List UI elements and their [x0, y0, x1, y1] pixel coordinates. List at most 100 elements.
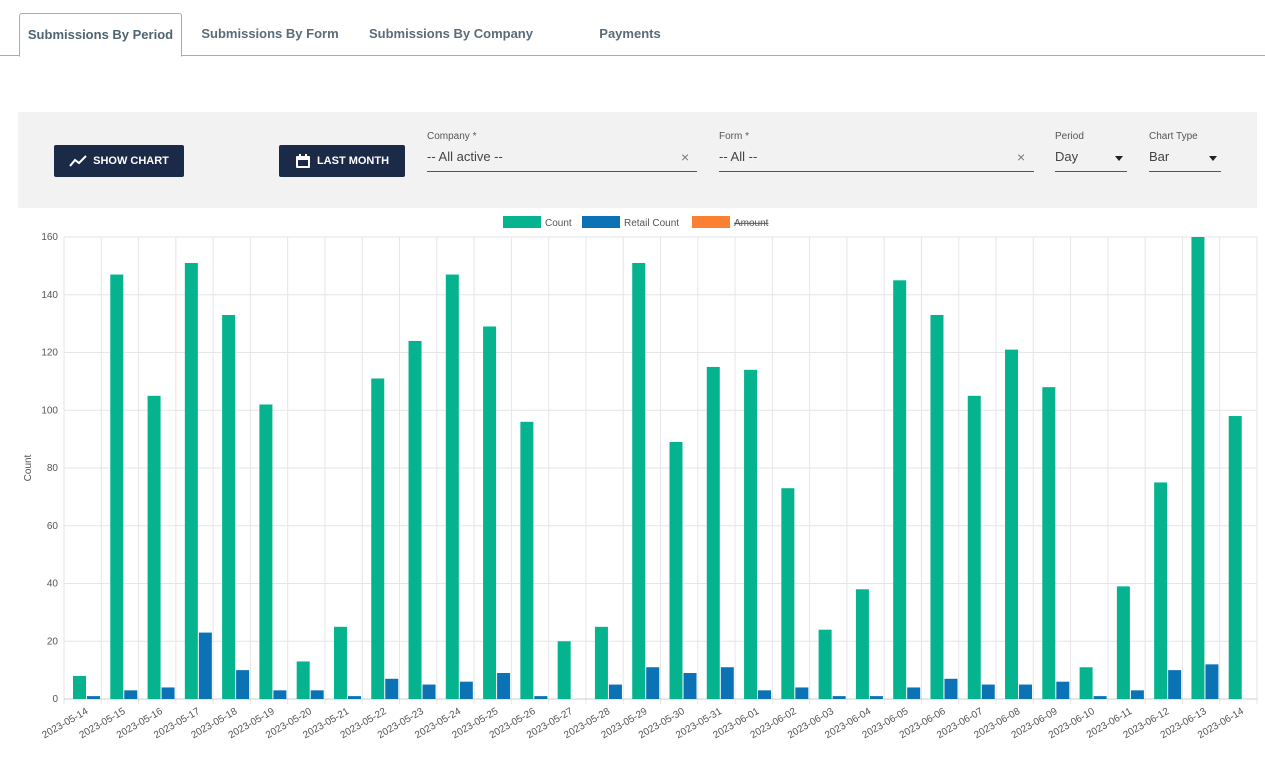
bar	[124, 690, 138, 699]
legend-swatch[interactable]	[692, 216, 730, 228]
show-chart-button[interactable]: SHOW CHART	[54, 145, 184, 177]
bar	[198, 632, 212, 699]
bar	[273, 690, 287, 699]
legend-swatch[interactable]	[503, 216, 541, 228]
bar	[222, 314, 236, 699]
bar	[1079, 667, 1093, 699]
bar	[1130, 690, 1144, 699]
bar	[1168, 670, 1182, 699]
bar	[981, 684, 995, 699]
bar	[110, 274, 124, 699]
bar	[1042, 387, 1056, 699]
underline	[1149, 171, 1221, 172]
bar	[594, 626, 608, 699]
tab[interactable]: Submissions By Form	[201, 26, 339, 41]
bar	[758, 690, 772, 699]
bar	[781, 488, 795, 699]
bar	[422, 684, 436, 699]
legend-label[interactable]: Retail Count	[624, 218, 679, 229]
bar	[534, 696, 548, 699]
y-tick-label: 60	[47, 521, 59, 532]
y-tick-label: 120	[41, 348, 58, 359]
bar	[869, 696, 883, 699]
underline	[427, 171, 697, 172]
calendar-icon	[295, 154, 310, 168]
y-tick-label: 20	[47, 636, 59, 647]
bar	[893, 280, 907, 699]
bar	[669, 442, 683, 699]
tab-line	[0, 55, 1265, 56]
bar	[147, 395, 161, 699]
bar	[1093, 696, 1107, 699]
last-month-button[interactable]: LAST MONTH	[279, 145, 405, 177]
y-axis-title: Count	[23, 454, 34, 481]
bar	[557, 641, 571, 699]
bar	[632, 262, 646, 699]
chart: 0 20 40 60 80 100 120 140 160 Count Count Retail Co…	[23, 216, 1258, 741]
bar	[832, 696, 846, 699]
bar	[347, 696, 361, 699]
bar	[259, 404, 273, 699]
bar	[608, 684, 622, 699]
bar	[818, 629, 832, 699]
field-value[interactable]: -- All --	[719, 149, 758, 164]
bar	[795, 687, 809, 699]
bar	[1191, 237, 1205, 699]
legend-swatch[interactable]	[582, 216, 620, 228]
field-label: Period	[1055, 131, 1084, 142]
y-tick-label: 40	[47, 579, 59, 590]
bar	[520, 421, 534, 699]
bar	[184, 262, 198, 699]
bar	[907, 687, 921, 699]
bar	[683, 673, 697, 699]
bar	[1019, 684, 1033, 699]
tab[interactable]: Submissions By Company	[369, 26, 533, 41]
bar	[1154, 482, 1168, 699]
bar	[967, 395, 981, 699]
bar	[1005, 349, 1019, 699]
underline	[1055, 171, 1127, 172]
bar	[385, 678, 399, 699]
bar	[445, 274, 459, 699]
bar	[333, 626, 347, 699]
y-tick-label: 160	[41, 232, 58, 243]
bar	[236, 670, 250, 699]
legend-label[interactable]: Amount	[734, 218, 769, 229]
bar	[744, 369, 758, 699]
y-tick-label: 140	[41, 290, 58, 301]
bar	[497, 673, 511, 699]
bar	[1116, 586, 1130, 699]
button-label: LAST MONTH	[316, 155, 390, 167]
bar	[1228, 416, 1242, 699]
field-label: Form *	[719, 131, 749, 142]
tab[interactable]: Payments	[599, 26, 661, 41]
bar	[646, 667, 660, 699]
field-value[interactable]: Bar	[1149, 149, 1170, 164]
bar	[483, 326, 497, 699]
bar	[87, 696, 100, 699]
bar	[1205, 664, 1219, 699]
bar	[1056, 681, 1070, 699]
bar	[408, 340, 422, 699]
bar	[310, 690, 324, 699]
bar	[720, 667, 734, 699]
button-label: SHOW CHART	[93, 155, 169, 167]
clear-icon[interactable]: ×	[681, 149, 690, 165]
bar	[944, 678, 958, 699]
legend-label[interactable]: Count	[545, 218, 572, 229]
toolbar	[18, 112, 1257, 208]
y-tick-label: 0	[52, 694, 58, 705]
field-value[interactable]: Day	[1055, 149, 1079, 164]
field-label: Company *	[427, 131, 477, 142]
underline	[719, 171, 1034, 172]
y-tick-label: 80	[47, 463, 59, 474]
field-value[interactable]: -- All active --	[427, 149, 503, 164]
bar	[161, 687, 175, 699]
clear-icon[interactable]: ×	[1017, 149, 1026, 165]
bar	[855, 589, 869, 699]
bar	[706, 366, 720, 699]
dropdown-caret	[1209, 156, 1217, 161]
tab[interactable]: Submissions By Period	[19, 13, 182, 57]
bar	[459, 681, 473, 699]
